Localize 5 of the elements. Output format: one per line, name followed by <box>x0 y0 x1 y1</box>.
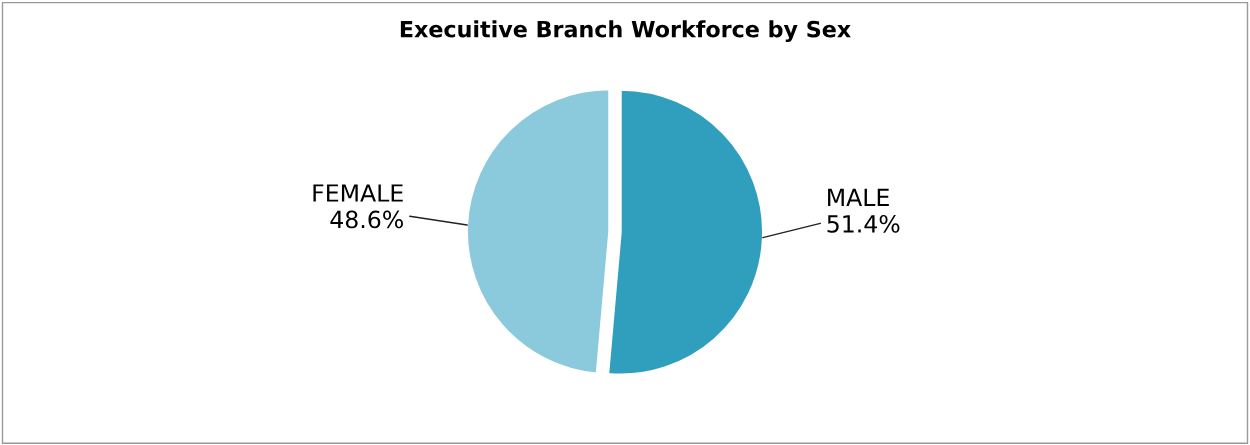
chart-title: Execuitive Branch Workforce by Sex <box>400 20 851 42</box>
data-label: 48.6% <box>330 210 403 229</box>
slice-label: MALE <box>828 188 889 206</box>
data-label: 51.4% <box>827 214 900 233</box>
slice-label: FEMALE <box>313 184 403 202</box>
